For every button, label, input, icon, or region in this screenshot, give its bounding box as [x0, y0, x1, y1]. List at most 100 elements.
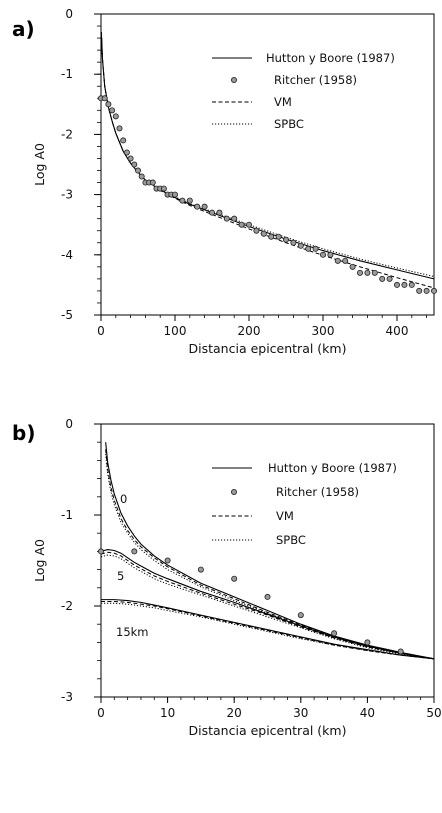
x-tick-label: 40	[360, 706, 375, 720]
series-line-solid	[100, 32, 435, 280]
series-line-dashed-depth-15km	[101, 600, 435, 660]
data-point	[356, 269, 363, 276]
legend-entry: Ritcher (1958)	[274, 73, 357, 87]
data-point	[275, 233, 282, 240]
data-point	[216, 209, 223, 216]
data-point	[171, 191, 178, 198]
x-axis-label: Distancia epicentral (km)	[189, 723, 347, 738]
y-tick-label: -2	[61, 599, 73, 613]
y-tick-label: 0	[65, 7, 73, 21]
plot-frame	[100, 423, 435, 698]
x-tick-label: 0	[97, 706, 105, 720]
data-point	[327, 251, 334, 258]
legend-entry: VM	[276, 509, 294, 523]
data-point	[120, 137, 127, 144]
data-point	[123, 149, 130, 156]
data-point	[423, 287, 430, 294]
legend-entry: Ritcher (1958)	[276, 485, 359, 499]
data-point	[430, 287, 437, 294]
data-point	[364, 639, 371, 646]
x-tick-label: 0	[97, 324, 105, 338]
data-point	[393, 281, 400, 288]
data-point	[131, 548, 138, 555]
y-tick-label: -5	[61, 308, 73, 322]
data-point	[179, 197, 186, 204]
data-point	[386, 275, 393, 282]
y-tick-label: -3	[61, 690, 73, 704]
y-axis-label: Log A0	[32, 143, 47, 186]
data-point	[127, 155, 134, 162]
legend-marker-points	[230, 488, 237, 495]
series-ritcher-points	[98, 548, 404, 655]
data-point	[101, 95, 108, 102]
data-point	[131, 161, 138, 168]
data-point	[297, 612, 304, 619]
data-point	[231, 215, 238, 222]
series-line-dotted-depth-15km	[101, 602, 435, 660]
data-point	[223, 215, 230, 222]
data-point	[201, 203, 208, 210]
depth-annotation: 0	[120, 492, 127, 506]
data-point	[334, 257, 341, 264]
data-point	[319, 251, 326, 258]
data-point	[197, 566, 204, 573]
y-tick-label: -3	[61, 188, 73, 202]
y-axis-label: Log A0	[32, 539, 47, 582]
chart-panel-a: a) 0 100 200 300 400 0 -1 -2 -3 -4 -5 Distancia epic…	[12, 7, 437, 356]
plot-frame	[100, 13, 435, 316]
legend: Hutton y Boore (1987) Ritcher (1958) VM SPB…	[212, 51, 395, 131]
x-tick-label: 200	[238, 324, 261, 338]
data-point	[260, 230, 267, 237]
y-tick-label: -4	[61, 248, 73, 262]
data-point	[397, 648, 404, 655]
data-point	[408, 281, 415, 288]
x-tick-label: 20	[227, 706, 242, 720]
series-line-dashed-depth-5	[100, 551, 435, 660]
depth-annotation: 5	[117, 569, 124, 583]
data-point	[194, 203, 201, 210]
data-point	[331, 630, 338, 637]
data-point	[208, 209, 215, 216]
data-point	[253, 227, 260, 234]
y-tick-label: 0	[65, 417, 73, 431]
data-point	[364, 269, 371, 276]
series-line-dotted	[100, 32, 435, 277]
data-point	[297, 242, 304, 249]
legend: Hutton y Boore (1987) Ritcher (1958) VM SPB…	[212, 461, 397, 547]
data-point	[268, 233, 275, 240]
legend-entry: SPBC	[276, 533, 306, 547]
x-tick-label: 10	[160, 706, 175, 720]
series-line-solid-depth-15km	[101, 599, 435, 660]
panel-label: b)	[12, 421, 35, 445]
x-tick-label: 400	[386, 324, 409, 338]
data-point	[379, 275, 386, 282]
depth-annotation: 15km	[116, 625, 149, 639]
data-point	[186, 197, 193, 204]
series-line-dotted-depth-0	[105, 453, 435, 660]
data-point	[371, 269, 378, 276]
series-line-solid-depth-5	[100, 549, 435, 660]
y-tick-label: -2	[61, 127, 73, 141]
data-point	[109, 107, 116, 114]
panel-label: a)	[12, 17, 35, 41]
data-point	[264, 593, 271, 600]
legend-entry: SPBC	[274, 117, 304, 131]
data-point	[116, 125, 123, 132]
series-line-dotted-depth-5	[100, 554, 435, 660]
series-ritcher-points	[98, 95, 437, 294]
data-point	[134, 167, 141, 174]
data-point	[282, 236, 289, 243]
series-line-solid-depth-0	[105, 442, 435, 660]
data-point	[312, 245, 319, 252]
y-tick-label: -1	[61, 67, 73, 81]
y-tick-label: -1	[61, 508, 73, 522]
data-point	[349, 263, 356, 270]
legend-entry: Hutton y Boore (1987)	[266, 51, 395, 65]
data-point	[401, 281, 408, 288]
data-point	[105, 101, 112, 108]
data-point	[290, 239, 297, 246]
data-point	[416, 287, 423, 294]
legend-entry: Hutton y Boore (1987)	[268, 461, 397, 475]
